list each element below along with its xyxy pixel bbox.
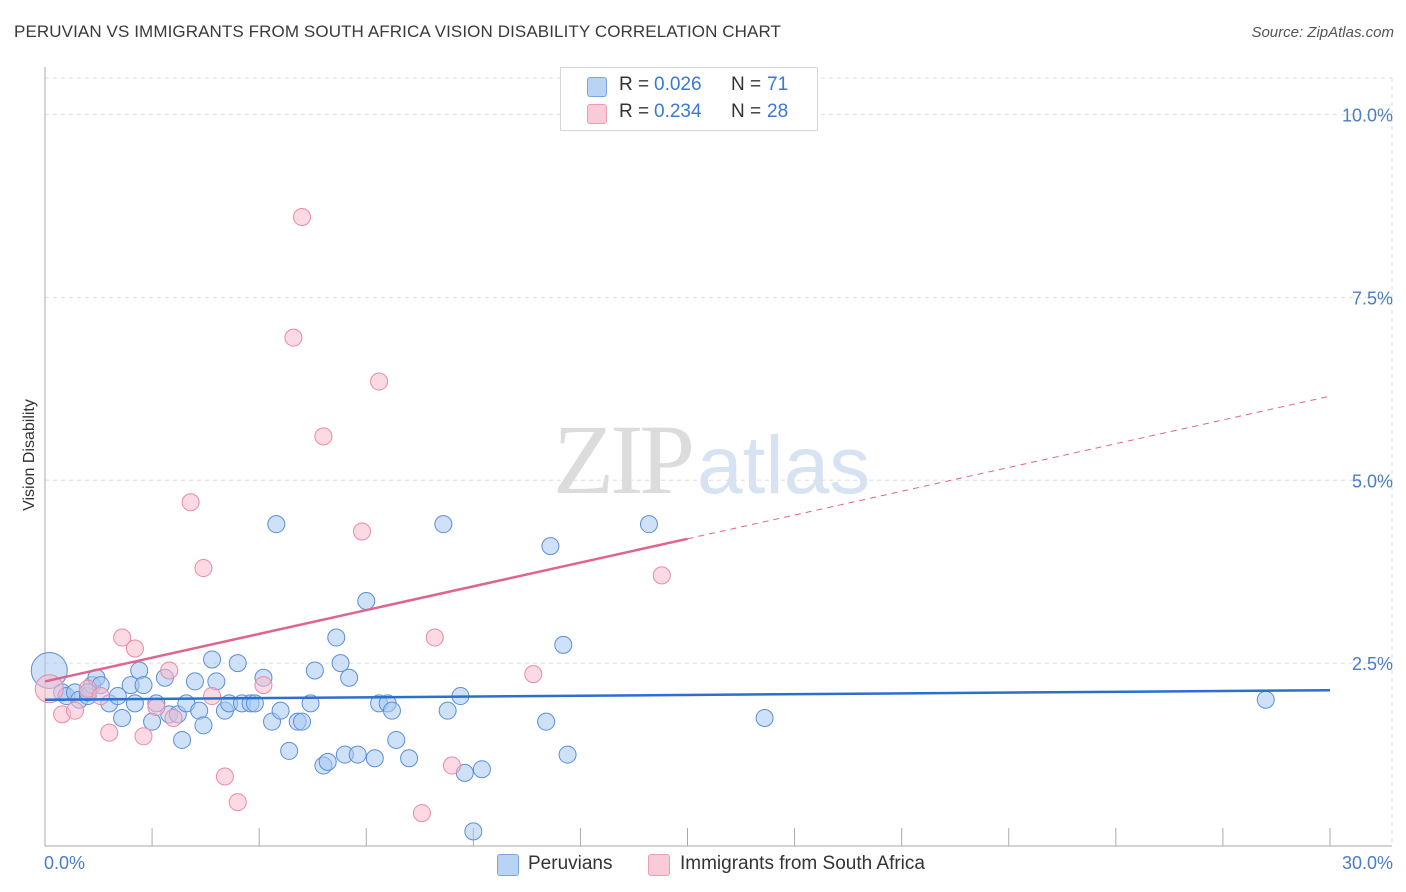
peruvians-point — [134, 676, 153, 695]
peruvians-point — [194, 716, 213, 735]
south-africa-point — [100, 723, 119, 742]
peruvians-point — [340, 668, 359, 687]
x-tick-label: 0.0% — [44, 853, 85, 873]
peruvians-point — [1256, 690, 1275, 709]
peruvians-point — [400, 749, 419, 768]
peruvians-point — [331, 654, 350, 673]
peruvians-point — [185, 672, 204, 691]
peruvians-point — [382, 701, 401, 720]
peruvians-point — [639, 515, 658, 534]
legend-swatch-south-africa — [648, 854, 670, 876]
peruvians-point — [203, 650, 222, 669]
peruvians-point — [280, 741, 299, 760]
y-tick-label: 10.0% — [1342, 106, 1393, 126]
south-africa-trend-line — [44, 537, 688, 683]
legend-label-south-africa: Immigrants from South Africa — [680, 853, 925, 874]
legend-swatch-south-africa — [587, 104, 607, 124]
peruvians-point — [357, 591, 376, 610]
peruvians-point — [348, 745, 367, 764]
peruvians-point — [554, 635, 573, 654]
peruvians-point — [267, 515, 286, 534]
south-africa-point — [314, 427, 333, 446]
peruvians-point — [365, 749, 384, 768]
legend-n-label: N = — [731, 101, 762, 122]
series-legend: Peruvians Immigrants from South Africa — [0, 852, 1406, 878]
south-africa-point — [228, 793, 247, 812]
chart-title: PERUVIAN VS IMMIGRANTS FROM SOUTH AFRICA… — [14, 22, 782, 41]
south-africa-point — [524, 665, 543, 684]
peruvians-point — [327, 628, 346, 647]
legend-swatch-peruvians — [587, 77, 607, 97]
peruvians-point — [387, 730, 406, 749]
tick-labels: 2.5% 5.0% 7.5% 10.0% 0.0% 30.0% — [44, 106, 1393, 873]
south-africa-point — [160, 661, 179, 680]
peruvians-trend-line — [44, 688, 1331, 701]
south-africa-point — [65, 701, 84, 720]
peruvians-point — [438, 701, 457, 720]
south-africa-point — [113, 628, 132, 647]
south-africa-point — [425, 628, 444, 647]
south-africa-points — [34, 207, 671, 823]
peruvians-point — [293, 712, 311, 731]
south-africa-point — [147, 698, 166, 717]
peruvians-point — [434, 515, 453, 534]
trend-lines — [44, 395, 1331, 701]
legend-r-value: 0.026 — [654, 74, 702, 95]
south-africa-point — [203, 687, 222, 706]
south-africa-point — [215, 767, 234, 786]
peruvians-point — [305, 661, 324, 680]
south-africa-point — [125, 639, 144, 658]
legend-r-value: 0.234 — [654, 101, 702, 122]
south-africa-point — [412, 804, 431, 823]
peruvians-point — [125, 694, 144, 713]
grid-lines — [45, 77, 1393, 846]
south-africa-point — [293, 207, 311, 226]
peruvians-point — [541, 537, 560, 556]
south-africa-point — [34, 674, 64, 704]
legend-label-peruvians: Peruvians — [528, 853, 613, 874]
south-africa-point — [194, 559, 213, 578]
y-tick-label: 7.5% — [1352, 288, 1393, 308]
peruvians-point — [537, 712, 556, 731]
south-africa-point — [91, 687, 110, 706]
south-africa-trend-extension — [687, 395, 1331, 540]
legend-n-label: N = — [731, 74, 762, 95]
south-africa-point — [284, 328, 303, 347]
peruvians-point — [173, 730, 192, 749]
axes — [44, 67, 1392, 847]
peruvians-point — [301, 694, 320, 713]
south-africa-point — [181, 493, 200, 512]
south-africa-point — [352, 522, 371, 541]
south-africa-point — [442, 756, 461, 775]
peruvians-point — [318, 752, 337, 771]
south-africa-point — [652, 566, 671, 585]
y-tick-label: 2.5% — [1352, 654, 1393, 674]
legend-r-label: R = — [619, 101, 650, 122]
correlation-legend: R = 0.026 N = 71 R = 0.234 N = 28 — [560, 67, 818, 131]
source-label: Source: ZipAtlas.com — [1251, 24, 1394, 41]
south-africa-point — [254, 676, 273, 695]
peruvians-point — [558, 745, 577, 764]
legend-n-value: 71 — [767, 74, 789, 95]
peruvians-point — [472, 760, 491, 779]
south-africa-point — [134, 727, 153, 746]
legend-swatch-peruvians — [497, 854, 519, 876]
legend-r-label: R = — [619, 74, 650, 95]
y-axis-label: Vision Disability — [21, 399, 38, 511]
peruvians-point — [271, 701, 290, 720]
peruvians-points — [30, 515, 1275, 841]
legend-n-value: 28 — [767, 101, 789, 122]
peruvians-point — [113, 709, 132, 727]
y-tick-label: 5.0% — [1352, 471, 1393, 491]
peruvians-point — [755, 709, 774, 727]
x-tick-label: 30.0% — [1342, 853, 1393, 873]
peruvians-point — [228, 654, 247, 673]
south-africa-point — [164, 709, 183, 727]
south-africa-point — [370, 372, 389, 391]
peruvians-point — [464, 822, 483, 841]
